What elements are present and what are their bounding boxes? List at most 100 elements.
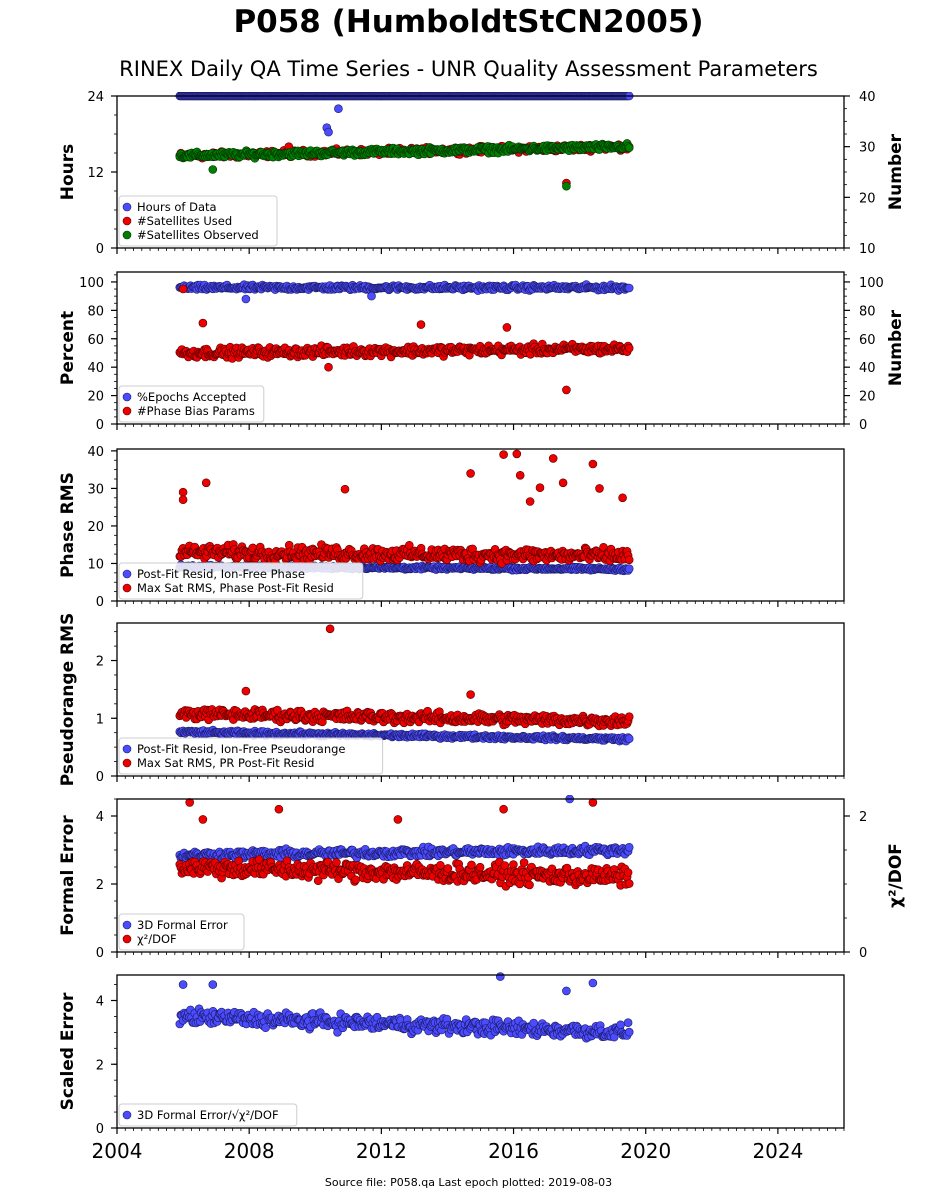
data-point-outlier (466, 469, 475, 478)
legend (118, 385, 265, 423)
y-axis-label: Hours (58, 144, 78, 201)
legend-label: Max Sat RMS, Phase Post-Fit Resid (137, 581, 334, 595)
series-1 (175, 280, 634, 304)
legend-marker (122, 406, 132, 416)
series-3 (175, 139, 634, 191)
legend-label: #Phase Bias Params (137, 404, 255, 418)
chart-subtitle: RINEX Daily QA Time Series - UNR Quality… (119, 57, 818, 81)
data-point-outlier (324, 127, 333, 137)
legend (118, 737, 384, 775)
data-point-outlier (499, 450, 508, 459)
y-tick-label: 0 (96, 418, 104, 433)
series-1 (175, 92, 634, 137)
legend-label: Max Sat RMS, PR Post-Fit Resid (137, 756, 314, 770)
data-point-outlier (208, 165, 218, 174)
y-tick-label: 20 (87, 520, 104, 535)
y-axis-label: Phase RMS (58, 472, 78, 578)
data-points (175, 624, 634, 746)
legend-marker (122, 202, 132, 212)
legend-marker (122, 758, 132, 768)
y-tick-label: 40 (87, 445, 104, 460)
y-tick-label: 2 (96, 655, 104, 670)
data-points (175, 449, 634, 576)
y-tick-label: 24 (87, 90, 104, 105)
y-right-tick-label: 10 (859, 242, 876, 257)
y-tick-label: 80 (87, 304, 104, 319)
series-2 (175, 449, 634, 568)
data-point (624, 555, 634, 565)
data-point (624, 343, 634, 353)
y-tick-label: 12 (87, 166, 104, 181)
y-right-tick-label: 30 (859, 141, 876, 156)
data-point (624, 712, 634, 722)
series-1 (175, 725, 634, 746)
legend-marker (122, 744, 132, 754)
data-points (175, 280, 634, 395)
data-point-outlier (324, 362, 333, 372)
data-point (624, 564, 634, 574)
data-point-outlier (618, 493, 627, 503)
y-right-tick-label: 60 (859, 333, 876, 348)
y-right-axis-label: Number (886, 133, 906, 210)
legend-marker (122, 216, 132, 226)
legend-label: #Satellites Observed (137, 228, 259, 242)
data-point-outlier (325, 624, 335, 634)
y-tick-label: 20 (87, 390, 104, 405)
y-right-tick-label: 0 (859, 418, 867, 433)
legend-label: #Satellites Used (137, 214, 232, 228)
legend-marker (122, 392, 132, 402)
y-right-tick-label: 40 (859, 90, 876, 105)
data-point (624, 283, 634, 293)
legend-marker (122, 569, 132, 579)
y-tick-label: 0 (96, 770, 104, 785)
data-point (624, 143, 634, 152)
legend-label: Hours of Data (137, 200, 217, 214)
y-right-tick-label: 20 (859, 191, 876, 206)
data-point (351, 875, 361, 885)
data-point-outlier (241, 294, 251, 304)
y-right-tick-label: 80 (859, 304, 876, 319)
y-tick-label: 1 (96, 712, 104, 727)
y-tick-label: 40 (87, 361, 104, 376)
data-point-outlier (198, 318, 208, 328)
legend-marker (122, 230, 132, 240)
y-tick-label: 100 (79, 276, 104, 291)
chart-title: P058 (HumboldtStCN2005) (233, 4, 704, 40)
legend-label: Post-Fit Resid, Ion-Free Phase (137, 567, 305, 581)
data-point-outlier (502, 323, 512, 332)
data-point (332, 858, 341, 867)
data-point-outlier (334, 104, 343, 113)
data-point-outlier (562, 385, 571, 395)
series-1 (175, 795, 634, 864)
data-point (624, 842, 634, 852)
data-point (313, 876, 323, 886)
y-tick-label: 10 (87, 557, 104, 572)
data-point-outlier (340, 484, 350, 494)
legend (118, 562, 364, 600)
data-point-outlier (178, 284, 188, 294)
data-point-outlier (588, 459, 598, 469)
data-point-outlier (416, 320, 426, 329)
data-point-outlier (515, 470, 525, 480)
data-points (175, 92, 634, 191)
data-point-outlier (367, 291, 376, 301)
data-point-outlier (178, 487, 188, 497)
y-right-tick-label: 40 (859, 361, 876, 376)
data-point-outlier (548, 454, 558, 463)
data-point (404, 540, 414, 550)
y-tick-label: 30 (87, 482, 104, 497)
legend-marker (122, 583, 132, 593)
y-right-tick-label: 20 (859, 390, 876, 405)
data-point-outlier (241, 686, 251, 696)
data-point-outlier (558, 478, 568, 488)
y-right-tick-label: 100 (859, 276, 884, 291)
legend-label: Post-Fit Resid, Ion-Free Pseudorange (137, 742, 345, 756)
data-point-outlier (535, 483, 545, 493)
series-2 (175, 284, 634, 395)
y-right-axis-label: Number (886, 309, 906, 386)
y-tick-label: 60 (87, 333, 104, 348)
